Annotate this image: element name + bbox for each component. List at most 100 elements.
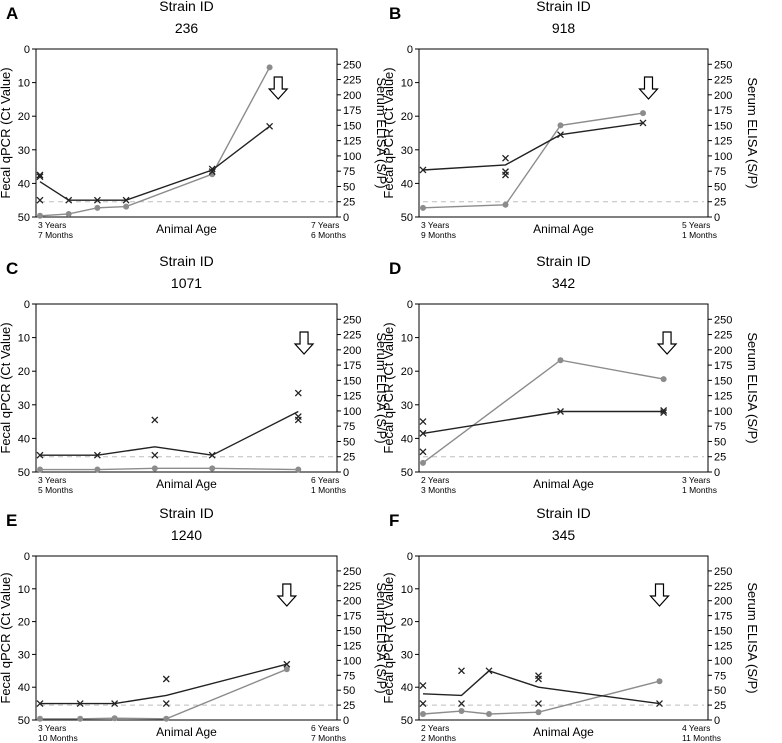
right-tick-label: 25: [343, 452, 355, 464]
left-tick-label: 0: [407, 551, 413, 563]
qpcr-point: [458, 667, 465, 675]
left-tick-label: 20: [18, 617, 30, 629]
panel-title-label: Strain ID: [536, 253, 590, 269]
down-arrow-icon: [276, 583, 298, 607]
x-age-end-years: 5 Years: [682, 220, 710, 230]
qpcr-point: [294, 389, 302, 397]
right-tick-label: 125: [343, 136, 361, 148]
right-tick-label: 200: [714, 90, 732, 102]
left-tick-label: 10: [401, 584, 413, 596]
plot-frame: [35, 555, 338, 721]
x-age-start-years: 3 Years: [38, 220, 66, 230]
qpcr-series-line: [422, 410, 664, 435]
plot-frame: [35, 303, 338, 473]
elisa-point: [640, 110, 646, 117]
x-age-start-years: 2 Years: [421, 723, 449, 733]
panel-letter: A: [6, 4, 18, 23]
right-tick-label: 200: [714, 345, 732, 357]
qpcr-point: [419, 682, 427, 690]
x-age-end-years: 6 Years: [311, 475, 339, 485]
down-arrow-icon: [267, 76, 289, 100]
right-tick-label: 50: [343, 685, 355, 697]
right-tick-label: 100: [714, 406, 732, 418]
panel-title-label: Strain ID: [536, 505, 590, 521]
right-tick-label: 175: [714, 611, 732, 623]
left-tick-label: 30: [18, 400, 30, 412]
qpcr-point: [283, 660, 291, 668]
x-age-start-months: 2 Months: [421, 733, 456, 743]
right-tick-label: 125: [343, 640, 361, 652]
elisa-point: [37, 212, 43, 219]
left-tick-label: 0: [24, 299, 30, 311]
panel-title-id: 1071: [171, 275, 202, 291]
qpcr-point: [208, 168, 216, 176]
left-tick-label: 40: [18, 433, 30, 445]
elisa-point: [65, 210, 72, 217]
x-age-start-years: 3 Years: [421, 220, 449, 230]
left-tick-label: 40: [401, 682, 413, 694]
qpcr-point: [535, 675, 542, 683]
left-tick-label: 40: [18, 178, 30, 190]
qpcr-point: [639, 119, 647, 127]
elisa-point: [557, 122, 564, 129]
panel-f: F Strain ID 345 0 10 20 30 40 50 0 25 50 75 100 125 150…: [381, 505, 760, 743]
right-tick-label: 50: [714, 685, 726, 697]
down-arrow-icon: [649, 583, 670, 607]
right-tick-label: 250: [714, 59, 732, 71]
panel-letter: B: [389, 4, 401, 23]
left-tick-label: 0: [407, 299, 413, 311]
right-tick-label: 225: [343, 75, 361, 87]
right-tick-label: 250: [343, 566, 361, 578]
right-tick-label: 150: [343, 120, 361, 132]
qpcr-point: [111, 700, 119, 708]
x-age-start-months: 9 Months: [421, 230, 456, 240]
right-tick-label: 200: [343, 345, 361, 357]
qpcr-series-line: [422, 670, 660, 705]
qpcr-point: [76, 700, 84, 708]
plot-frame: [35, 48, 338, 218]
elisa-series-line: [39, 66, 271, 217]
left-tick-label: 20: [18, 366, 30, 378]
elisa-point: [535, 709, 542, 716]
right-tick-label: 175: [343, 105, 361, 117]
left-tick-label: 50: [401, 467, 413, 479]
qpcr-point: [660, 409, 668, 416]
right-tick-label: 50: [343, 181, 355, 193]
qpcr-series-line: [39, 125, 271, 201]
panel-c: C Strain ID 1071 0 10 20 30 40 50 0 25 50 75 100 125 15…: [0, 253, 389, 495]
x-age-start-months: 3 Months: [421, 485, 456, 495]
qpcr-point: [36, 171, 44, 179]
panel-title-label: Strain ID: [159, 253, 213, 269]
qpcr-point: [419, 429, 427, 437]
x-age-end-years: 3 Years: [682, 475, 710, 485]
qpcr-point: [151, 451, 159, 459]
left-tick-label: 50: [401, 212, 413, 224]
elisa-point: [94, 204, 101, 211]
x-age-end-years: 7 Years: [311, 220, 339, 230]
right-tick-label: 175: [714, 105, 732, 117]
right-tick-label: 200: [343, 90, 361, 102]
x-age-end-months: 11 Months: [682, 733, 721, 743]
panel-title-id: 236: [175, 20, 199, 36]
panel-title-label: Strain ID: [159, 0, 213, 14]
left-tick-label: 40: [401, 178, 413, 190]
left-tick-label: 10: [401, 333, 413, 345]
left-tick-label: 20: [18, 111, 30, 123]
right-tick-label: 100: [714, 151, 732, 163]
qpcr-point: [656, 700, 663, 708]
x-age-end-years: 6 Years: [311, 723, 339, 733]
elisa-point: [37, 466, 43, 473]
elisa-point: [151, 465, 158, 472]
qpcr-point: [535, 672, 542, 680]
left-tick-label: 50: [18, 212, 30, 224]
right-tick-label: 75: [343, 166, 355, 178]
right-tick-label: 200: [714, 596, 732, 608]
elisa-point: [486, 711, 492, 718]
right-tick-label: 25: [714, 452, 726, 464]
left-tick-label: 50: [18, 467, 30, 479]
left-tick-label: 0: [24, 551, 30, 563]
elisa-point: [458, 708, 465, 715]
left-tick-label: 50: [18, 715, 30, 727]
x-axis-label: Animal Age: [156, 725, 217, 739]
